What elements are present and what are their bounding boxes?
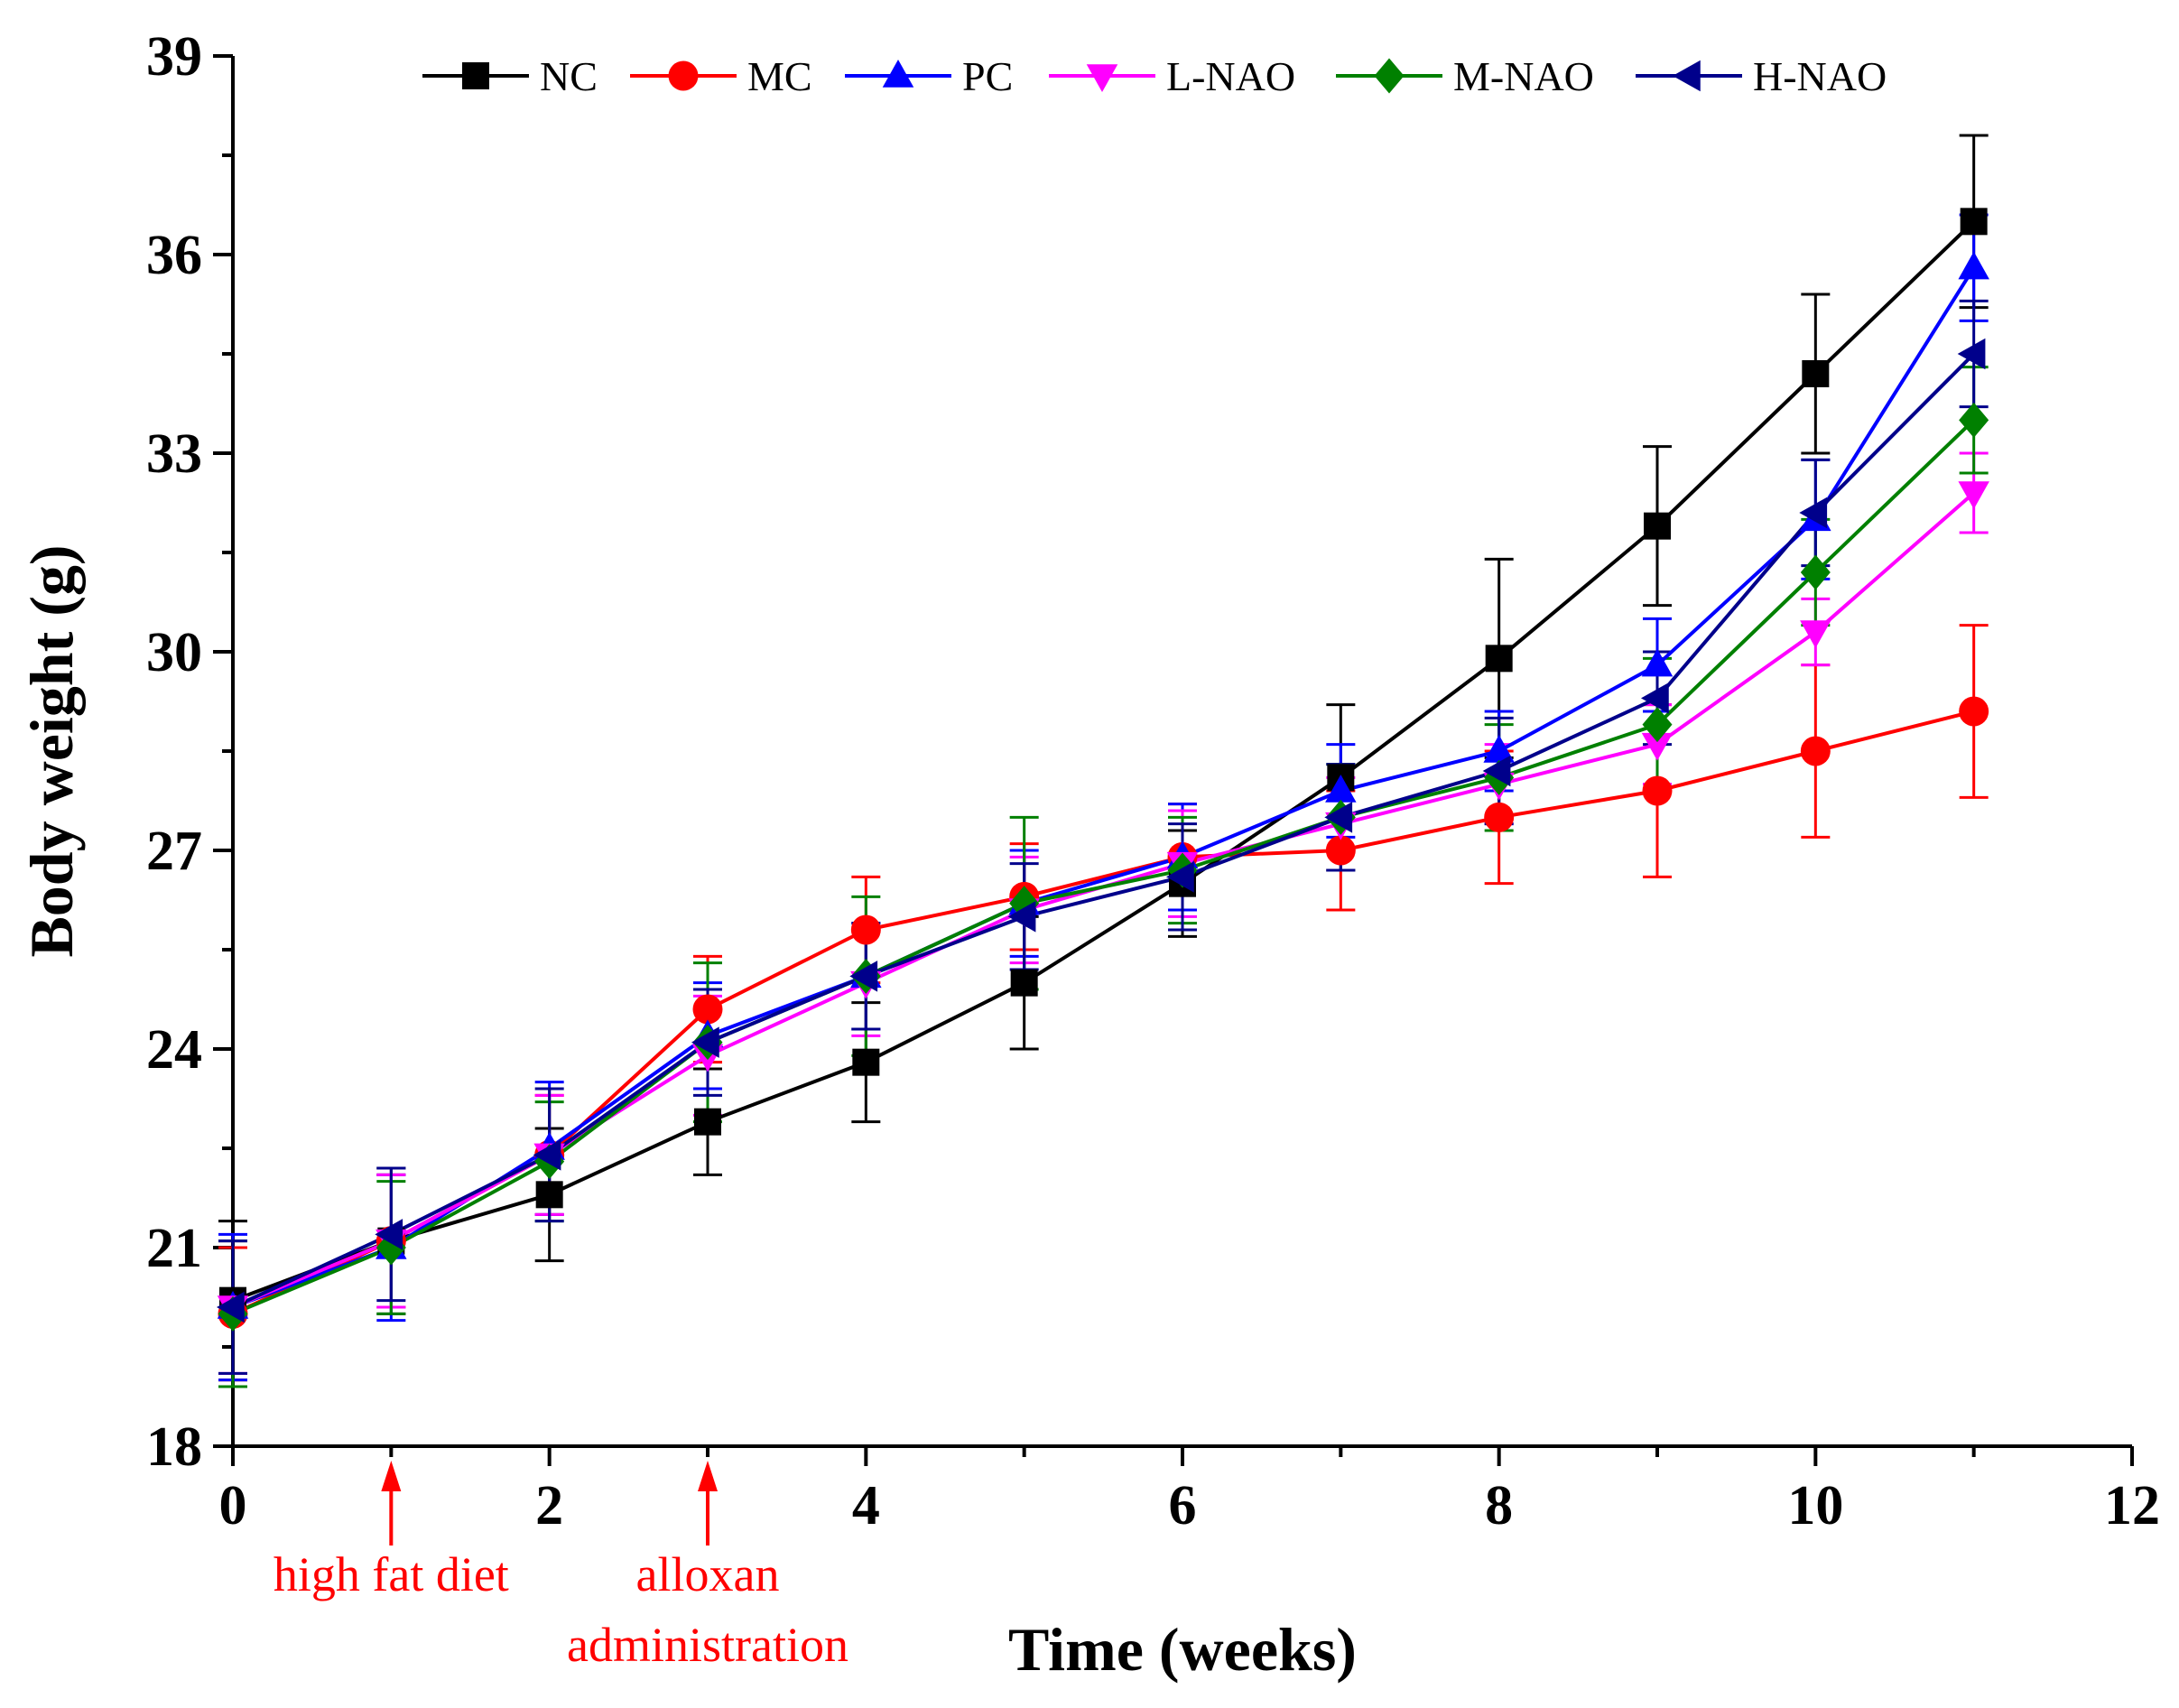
error-bars-pc (218, 213, 1989, 1382)
annotation-arrow-head (381, 1461, 402, 1491)
legend-entry-pc: PC (845, 53, 1013, 99)
data-point (1483, 735, 1515, 763)
y-axis-title: Body weight (g) (17, 544, 86, 957)
annotation-label: high fat diet (274, 1547, 509, 1601)
data-point (1642, 775, 1673, 806)
legend-marker (1374, 58, 1405, 94)
data-point (691, 1026, 719, 1058)
data-point (1800, 736, 1831, 766)
x-axis-title: Time (weeks) (1008, 1615, 1357, 1684)
data-point (852, 1048, 880, 1076)
data-point (1800, 620, 1831, 648)
legend-marker (1086, 64, 1118, 92)
x-tick-label: 4 (852, 1475, 880, 1536)
y-tick-label: 33 (146, 423, 202, 485)
data-point (1482, 755, 1511, 787)
series (217, 134, 1989, 1388)
annotation-line: alloxan (636, 1547, 780, 1601)
x-tick-label: 6 (1169, 1475, 1197, 1536)
data-point (849, 961, 878, 992)
data-point (1641, 682, 1669, 714)
data-point (1958, 481, 1989, 509)
legend-label: L-NAO (1166, 53, 1295, 99)
data-point (1641, 732, 1674, 761)
data-point (1007, 901, 1036, 933)
error-bars-mc (218, 624, 1989, 1382)
legend-entry-h-nao: H-NAO (1636, 53, 1887, 99)
x-tick-label: 2 (535, 1475, 563, 1536)
data-point (1957, 338, 1986, 370)
legend-label: NC (540, 53, 598, 99)
legend-label: PC (962, 53, 1013, 99)
y-tick-label: 24 (146, 1019, 202, 1081)
legend-entry-mc: MC (630, 53, 812, 99)
y-tick-label: 18 (146, 1416, 202, 1478)
series-points-nc (219, 208, 1988, 1314)
series-points-mc (218, 696, 1989, 1329)
series-line-h-nao (232, 352, 1976, 1309)
data-point (1960, 208, 1988, 236)
annotation-line: high fat diet (274, 1547, 509, 1601)
data-point (375, 1219, 403, 1250)
data-point (1641, 648, 1674, 677)
data-point (1959, 402, 1989, 438)
data-point (1802, 360, 1830, 387)
series-line-mc (232, 710, 1975, 1316)
annotation-label: alloxan administration (567, 1547, 848, 1672)
x-tick-label: 8 (1485, 1475, 1513, 1536)
legend-label: M-NAO (1453, 53, 1594, 99)
annotation-line: administration (567, 1618, 848, 1672)
series-points-h-nao (217, 338, 1986, 1323)
legend-entry-l-nao: L-NAO (1049, 53, 1295, 99)
data-point (1485, 645, 1513, 673)
y-tick-label: 39 (146, 26, 202, 88)
data-point (1959, 696, 1989, 727)
error-bars-nc (218, 134, 1989, 1382)
data-point (1484, 802, 1515, 832)
data-point (1325, 835, 1356, 866)
data-point (1644, 512, 1671, 540)
error-bars-l-nao (218, 451, 1989, 1375)
series-line-m-nao (232, 418, 1976, 1316)
data-point (1800, 554, 1831, 590)
series-line-nc (232, 219, 1976, 1303)
y-tick-label: 30 (146, 622, 202, 683)
legend-marker (668, 60, 699, 91)
legend-marker (462, 62, 489, 89)
data-point (692, 994, 723, 1025)
y-tick-label: 27 (146, 821, 202, 882)
x-tick-label: 12 (2104, 1475, 2160, 1536)
data-point (1325, 775, 1357, 803)
data-point (217, 1291, 245, 1323)
data-point (850, 914, 881, 945)
series-line-pc (232, 266, 1976, 1309)
data-point (694, 1108, 721, 1136)
legend-label: MC (747, 53, 812, 99)
annotations: high fat diet alloxan administration (274, 1461, 848, 1672)
legend: NC MC PC L-NAO M-NAO H-NAO (422, 53, 1887, 99)
y-tick-label: 36 (146, 225, 202, 286)
data-point (1010, 969, 1038, 997)
legend-marker (1673, 60, 1701, 92)
data-point (1799, 497, 1828, 529)
legend-label: H-NAO (1753, 53, 1887, 99)
legend-marker (882, 60, 914, 88)
annotation-arrow-head (698, 1461, 718, 1491)
x-tick-label: 0 (219, 1475, 247, 1536)
y-tick-label: 21 (146, 1218, 202, 1279)
x-tick-label: 10 (1787, 1475, 1843, 1536)
data-point (1642, 707, 1673, 743)
legend-entry-m-nao: M-NAO (1336, 53, 1594, 99)
legend-entry-nc: NC (422, 53, 598, 99)
series-points-pc (217, 251, 1989, 1319)
annotation-1: alloxan administration (567, 1461, 848, 1672)
data-point (1166, 861, 1194, 893)
annotation-0: high fat diet (274, 1461, 509, 1601)
data-point (535, 1181, 563, 1209)
data-point (533, 1139, 561, 1171)
data-point (1324, 802, 1353, 833)
data-point (1958, 251, 1989, 280)
